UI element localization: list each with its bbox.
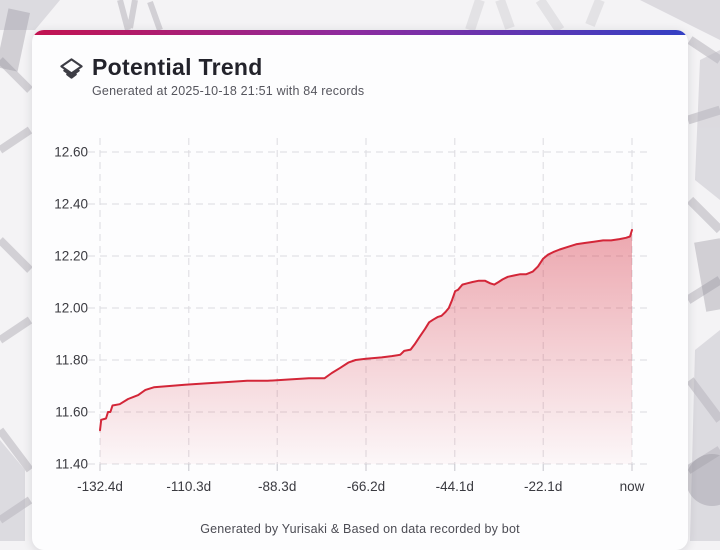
svg-text:12.60: 12.60 — [54, 145, 88, 160]
card-header: Potential Trend Generated at 2025-10-18 … — [58, 54, 364, 98]
svg-text:12.20: 12.20 — [54, 249, 88, 264]
svg-text:-44.1d: -44.1d — [436, 479, 474, 494]
svg-text:-66.2d: -66.2d — [347, 479, 385, 494]
svg-text:-110.3d: -110.3d — [166, 479, 211, 494]
card-accent-bar — [32, 30, 688, 35]
svg-text:12.00: 12.00 — [54, 301, 88, 316]
svg-text:11.80: 11.80 — [55, 353, 88, 368]
svg-text:11.40: 11.40 — [55, 457, 88, 472]
page-title: Potential Trend — [92, 54, 263, 80]
generated-subtitle: Generated at 2025-10-18 21:51 with 84 re… — [92, 84, 365, 99]
trend-area-chart: 11.40 11.60 11.80 12.00 12.20 12.40 12.60 -132.… — [54, 138, 648, 494]
svg-text:12.40: 12.40 — [54, 197, 88, 212]
chart-card: Potential Trend Generated at 2025-10-18 … — [32, 30, 688, 550]
svg-text:-132.4d: -132.4d — [77, 479, 123, 494]
svg-text:11.60: 11.60 — [55, 405, 88, 420]
svg-text:now: now — [620, 479, 645, 494]
svg-text:-22.1d: -22.1d — [524, 479, 562, 494]
layers-diamond-icon — [58, 56, 85, 83]
credit-footer: Generated by Yurisaki & Based on data re… — [200, 522, 520, 536]
svg-text:-88.3d: -88.3d — [258, 479, 296, 494]
